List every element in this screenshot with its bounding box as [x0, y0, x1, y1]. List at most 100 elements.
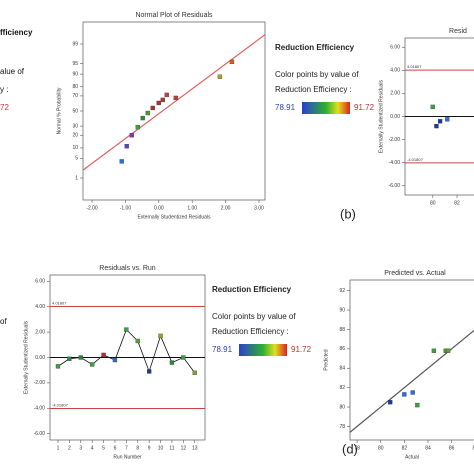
data-point: [229, 59, 235, 65]
x-tick-label: 5: [102, 445, 105, 451]
x-tick-label: 2.00: [221, 205, 231, 211]
data-point: [415, 402, 420, 408]
plot-frame: [82, 21, 266, 201]
data-point: [112, 357, 118, 363]
x-tick-label: 10: [158, 445, 164, 451]
y-tick-label: 4.00: [390, 68, 400, 74]
x-tick-label: 82: [454, 200, 460, 206]
text-fragment: fficiency: [0, 28, 33, 37]
y-tick-label: 0.00: [390, 114, 400, 120]
y-tick-label: 88: [339, 327, 345, 333]
y-axis-label: Externally Studentized Residuals: [378, 79, 384, 153]
y-tick-label: 90: [339, 307, 345, 313]
chart-title: Resid: [449, 28, 467, 35]
data-point: [434, 123, 439, 129]
x-axis-label: Run Number: [113, 454, 142, 460]
data-point: [173, 95, 178, 101]
data-point: [192, 370, 197, 375]
y-tick-label: 6.00: [390, 45, 400, 51]
x-tick-label: 4: [91, 445, 94, 451]
text-fragment: y :: [0, 85, 8, 94]
x-tick-label: 13: [192, 445, 198, 451]
legend-max: 91.72: [291, 345, 312, 354]
text-fragment: alue of: [0, 67, 25, 76]
x-axis-label: Externally Studentized Residuals: [137, 214, 211, 220]
x-tick-label: 7: [125, 445, 128, 451]
data-point: [124, 144, 129, 149]
data-point: [160, 97, 165, 103]
x-tick-label: 12: [181, 445, 187, 451]
y-axis-label: Externally Studentized Residuals: [23, 320, 29, 394]
y-tick-label: 20: [72, 133, 78, 139]
y-tick-label: 50: [72, 108, 78, 114]
x-tick-label: 2: [68, 445, 71, 451]
y-tick-label: 5: [75, 156, 78, 162]
legend-title: Reduction Efficiency: [275, 43, 355, 52]
color-bar: [239, 344, 287, 356]
legend-min: 78.91: [212, 345, 233, 354]
x-tick-label: 80: [430, 200, 436, 206]
data-point: [135, 338, 140, 344]
data-point: [158, 333, 163, 339]
x-tick-label: 3.00: [254, 205, 264, 211]
data-point: [124, 327, 129, 332]
x-tick-label: 82: [402, 445, 408, 451]
legend-text: Color points by value of: [212, 312, 296, 321]
y-tick-label: 82: [339, 385, 345, 391]
text-fragment: of: [0, 317, 7, 326]
y-tick-label: 92: [339, 288, 345, 294]
y-tick-label: 86: [339, 346, 345, 352]
data-point: [410, 390, 415, 395]
plot-frame: [349, 279, 474, 441]
limit-label: 4.01807: [407, 64, 422, 69]
x-axis-label: Actual: [405, 454, 419, 460]
y-tick-label: 0.00: [35, 355, 45, 361]
y-tick-label: 84: [339, 366, 345, 372]
y-tick-label: -4.00: [34, 406, 46, 412]
data-point: [164, 92, 169, 98]
data-point: [388, 400, 393, 405]
chart-title: Normal Plot of Residuals: [135, 12, 213, 19]
data-point: [140, 115, 145, 121]
y-tick-label: 4.00: [35, 304, 45, 310]
limit-label: 4.01807: [52, 301, 67, 306]
legend-min: 78.91: [275, 103, 296, 112]
y-tick-label: 70: [72, 93, 78, 99]
legend-max: 91.72: [354, 103, 375, 112]
panel-label: (d): [342, 441, 358, 456]
legend-text: Color points by value of: [275, 70, 359, 79]
data-point: [402, 392, 407, 397]
y-tick-label: -6.00: [389, 183, 401, 189]
data-point: [445, 348, 451, 353]
x-tick-label: 0.00: [154, 205, 164, 211]
x-tick-label: 1.00: [187, 205, 197, 211]
data-point: [169, 360, 175, 365]
y-tick-label: -4.00: [389, 160, 401, 166]
chart-title: Residuals vs. Run: [99, 265, 156, 272]
data-point: [156, 100, 161, 106]
data-point: [437, 119, 443, 124]
x-tick-label: 84: [425, 445, 431, 451]
fit-line: [349, 329, 474, 433]
data-point: [101, 352, 106, 358]
x-tick-label: 80: [378, 445, 384, 451]
data-point: [129, 133, 134, 138]
legend-text: Reduction Efficiency :: [275, 85, 352, 94]
y-tick-label: 80: [339, 404, 345, 410]
y-tick-label: 90: [72, 71, 78, 77]
y-tick-label: 95: [72, 61, 78, 67]
legend-text: Reduction Efficiency :: [212, 327, 289, 336]
data-point: [150, 105, 155, 111]
data-point: [430, 104, 435, 110]
data-point: [147, 369, 152, 374]
y-tick-label: -2.00: [34, 380, 46, 386]
limit-label: -4.01807: [52, 403, 69, 408]
x-tick-label: 88: [472, 445, 474, 451]
data-point: [431, 348, 437, 353]
data-point: [181, 355, 186, 360]
fit-line: [82, 34, 266, 171]
y-tick-label: 80: [72, 84, 78, 90]
y-axis-label: Normal % Probability: [56, 87, 62, 134]
x-tick-label: -1.00: [120, 205, 132, 211]
